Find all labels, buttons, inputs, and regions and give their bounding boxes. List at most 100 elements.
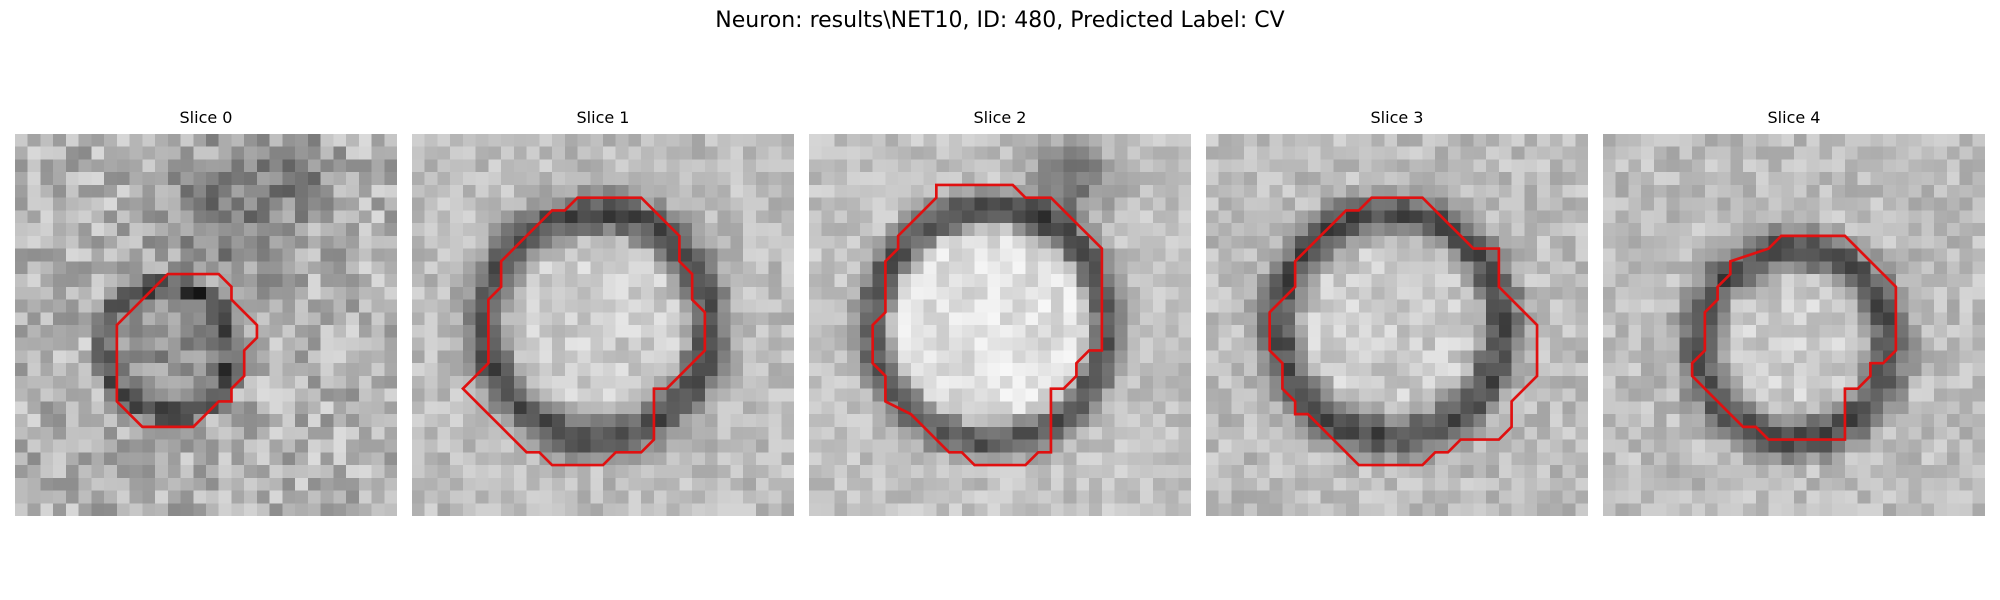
image-pixel [781,427,794,440]
image-pixel [476,389,489,402]
image-pixel [155,363,168,376]
image-pixel [412,503,425,516]
image-pixel [91,376,104,389]
image-pixel [1384,172,1397,185]
image-pixel [1206,465,1219,478]
image-pixel [1206,363,1219,376]
image-pixel [616,491,629,504]
image-pixel [295,465,308,478]
image-pixel [1231,287,1244,300]
image-pixel [809,134,822,147]
image-pixel [384,134,397,147]
image-pixel [1486,401,1499,414]
image-pixel [1794,338,1807,351]
image-pixel [834,491,847,504]
image-pixel [1499,452,1512,465]
image-pixel [1960,147,1973,160]
image-pixel [1295,465,1308,478]
image-pixel [679,427,692,440]
image-pixel [1563,376,1576,389]
image-pixel [769,198,782,211]
image-pixel [359,172,372,185]
image-pixel [219,465,232,478]
image-pixel [1858,440,1871,453]
image-pixel [104,223,117,236]
image-pixel [641,147,654,160]
image-pixel [1524,350,1537,363]
image-pixel [1883,376,1896,389]
image-pixel [1064,452,1077,465]
image-pixel [1244,236,1257,249]
image-pixel [1616,198,1629,211]
image-pixel [1870,389,1883,402]
image-pixel [79,249,92,262]
image-pixel [628,465,641,478]
image-pixel [1384,427,1397,440]
image-pixel [743,210,756,223]
image-pixel [1679,414,1692,427]
image-pixel [79,223,92,236]
image-pixel [1537,452,1550,465]
image-pixel [219,198,232,211]
image-pixel [1870,274,1883,287]
image-pixel [231,363,244,376]
image-pixel [40,274,53,287]
image-pixel [1025,363,1038,376]
image-pixel [667,249,680,262]
image-pixel [28,440,41,453]
image-pixel [1603,249,1616,262]
image-pixel [1435,325,1448,338]
image-pixel [565,236,578,249]
image-pixel [822,147,835,160]
image-pixel [476,350,489,363]
image-pixel [873,249,886,262]
image-pixel [181,274,194,287]
image-pixel [1244,465,1257,478]
image-pixel [1575,401,1588,414]
image-pixel [987,491,1000,504]
image-pixel [1102,147,1115,160]
image-pixel [705,440,718,453]
image-pixel [66,338,79,351]
image-pixel [1883,465,1896,478]
image-pixel [1435,159,1448,172]
image-pixel [924,223,937,236]
image-pixel [975,325,988,338]
image-pixel [1321,134,1334,147]
image-pixel [975,312,988,325]
image-pixel [809,210,822,223]
image-pixel [1346,503,1359,516]
image-pixel [488,440,501,453]
image-pixel [1960,389,1973,402]
image-pixel [1013,159,1026,172]
image-pixel [1756,363,1769,376]
image-pixel [1769,401,1782,414]
image-pixel [450,427,463,440]
image-pixel [1832,172,1845,185]
image-pixel [104,261,117,274]
image-pixel [1603,185,1616,198]
image-pixel [1896,325,1909,338]
image-pixel [1127,491,1140,504]
image-pixel [40,503,53,516]
image-pixel [1794,198,1807,211]
image-pixel [1178,172,1191,185]
image-pixel [1524,465,1537,478]
image-pixel [1051,274,1064,287]
image-pixel [834,376,847,389]
image-pixel [730,261,743,274]
image-pixel [1422,465,1435,478]
image-pixel [1819,249,1832,262]
image-pixel [1718,261,1731,274]
image-pixel [308,414,321,427]
image-pixel [730,440,743,453]
image-pixel [40,210,53,223]
image-pixel [1219,427,1232,440]
image-pixel [628,478,641,491]
image-pixel [412,338,425,351]
image-pixel [168,300,181,313]
image-pixel [1947,312,1960,325]
image-pixel [1244,325,1257,338]
image-pixel [1140,159,1153,172]
image-pixel [1422,478,1435,491]
